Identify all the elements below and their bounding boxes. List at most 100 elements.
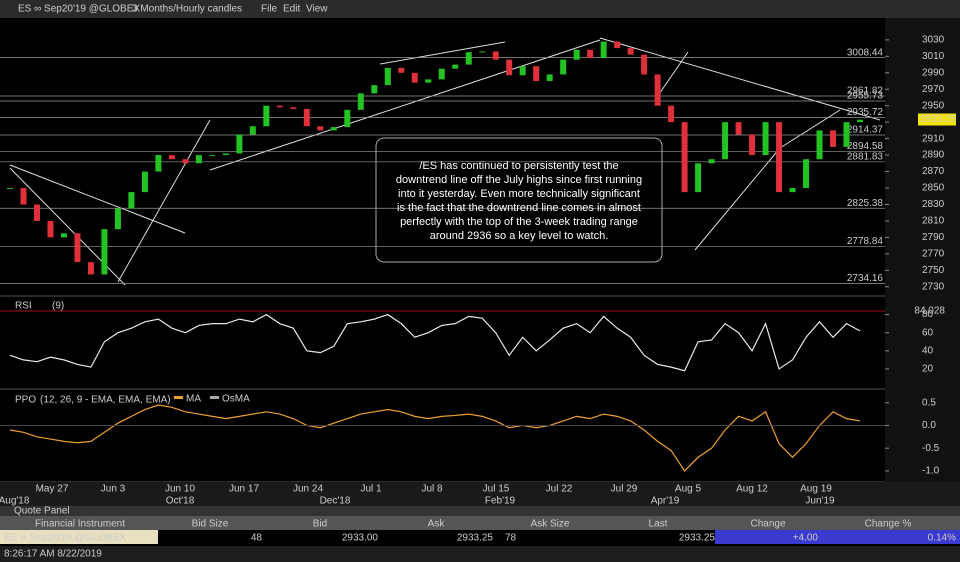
candle	[101, 229, 108, 275]
x-tick-label: Jul 8	[421, 484, 443, 495]
candle	[546, 74, 553, 82]
level-label: 2881.83	[847, 151, 884, 162]
level-label: 2894.58	[847, 141, 884, 152]
candle	[654, 74, 661, 106]
quote-cell: 48	[251, 533, 263, 544]
candle	[843, 122, 850, 147]
ref-label: 84.028	[914, 306, 945, 317]
legend-entry: OsMA	[222, 394, 250, 405]
last-price: 2933.25	[920, 114, 957, 125]
panel-title: Quote Panel	[14, 506, 70, 517]
column-header: Last	[649, 519, 668, 530]
quote-columns	[0, 516, 960, 530]
menu-item[interactable]: Edit	[283, 4, 300, 15]
candle	[398, 67, 405, 73]
column-header: Change %	[865, 519, 912, 530]
candle	[114, 208, 121, 230]
candle	[465, 52, 472, 65]
candle	[222, 153, 229, 156]
menu-item[interactable]: File	[261, 4, 278, 15]
candle	[209, 155, 216, 157]
annotation-box	[375, 137, 663, 263]
y-tick-label: -1.0	[922, 466, 940, 477]
y-tick-label: 3010	[922, 51, 945, 62]
y-tick-label: 0.0	[922, 420, 936, 431]
candle	[155, 155, 162, 172]
candle	[668, 105, 675, 123]
y-tick-label: 2730	[922, 281, 945, 292]
overview-label: Feb'19	[485, 496, 516, 507]
overview-label: Dec'18	[320, 496, 351, 507]
x-tick-label: Jun 3	[101, 484, 126, 495]
indicator-params: (9)	[52, 301, 64, 312]
x-tick-label: Jun 10	[165, 484, 195, 495]
indicator-line	[9, 404, 861, 472]
y-tick-label: -0.5	[922, 443, 940, 454]
candle	[803, 159, 810, 189]
column-header: Ask Size	[531, 519, 570, 530]
level-label: 3008.44	[847, 47, 884, 58]
price-axis	[885, 18, 960, 488]
y-tick-label: 2890	[922, 150, 945, 161]
annotation-line: downtrend line off the July highs since …	[396, 174, 642, 186]
candle	[384, 67, 391, 86]
candle	[87, 262, 94, 275]
annotation-line: perfectly with the top of the 3-week tra…	[400, 216, 638, 228]
menu-item[interactable]: View	[306, 4, 328, 15]
candle	[560, 59, 567, 75]
y-tick-label: 2990	[922, 67, 945, 78]
candle	[47, 220, 54, 238]
candle	[506, 59, 513, 76]
level-label: 2825.38	[847, 198, 884, 209]
candle	[641, 54, 648, 75]
candle	[141, 171, 148, 193]
candle	[7, 188, 13, 190]
annotation-line: /ES has continued to persistently test t…	[419, 160, 618, 172]
quote-cell: 2933.25	[457, 533, 494, 544]
quote-cell: +4.00	[793, 533, 819, 544]
candle	[789, 188, 796, 193]
candle	[749, 134, 756, 156]
candle	[263, 105, 270, 127]
indicator-name: RSI	[15, 301, 32, 312]
x-tick-label: Jul 15	[483, 484, 510, 495]
x-tick-label: Aug 19	[800, 484, 832, 495]
quote-panel-header	[0, 506, 960, 516]
indicator-name: PPO	[15, 395, 36, 406]
annotation-line: is the fact that the downtrend line come…	[397, 202, 641, 214]
candle	[425, 79, 432, 83]
candle	[857, 119, 863, 123]
y-tick-label: 2950	[922, 100, 945, 111]
overview-label: Oct'18	[166, 496, 195, 507]
candle	[735, 122, 742, 135]
candle	[816, 130, 823, 160]
indicator-params: (12, 26, 9 - EMA, EMA, EMA)	[40, 395, 171, 406]
candle	[290, 107, 297, 110]
x-tick-label: Aug 12	[736, 484, 768, 495]
candle	[236, 134, 243, 154]
y-tick-label: 40	[922, 345, 934, 356]
level-label: 2955.73	[847, 91, 884, 102]
candle	[357, 93, 364, 110]
candle	[371, 85, 378, 94]
candle	[830, 130, 837, 147]
candle	[168, 155, 175, 160]
candle	[519, 66, 526, 76]
y-tick-label: 80	[922, 309, 934, 320]
x-tick-label: Jul 22	[546, 484, 573, 495]
status-bar	[0, 546, 960, 562]
candle	[492, 51, 499, 60]
candle	[344, 109, 351, 128]
last-box	[918, 113, 956, 126]
legend-swatch	[174, 396, 183, 399]
candle	[695, 163, 702, 193]
candle	[276, 105, 283, 108]
level-label: 2778.84	[847, 236, 884, 247]
candle	[33, 204, 40, 221]
x-tick-label: Jun 17	[229, 484, 259, 495]
candle	[722, 122, 729, 160]
column-header: Bid	[313, 519, 327, 530]
y-tick-label: 2850	[922, 183, 945, 194]
column-header: Financial Instrument	[35, 519, 125, 530]
